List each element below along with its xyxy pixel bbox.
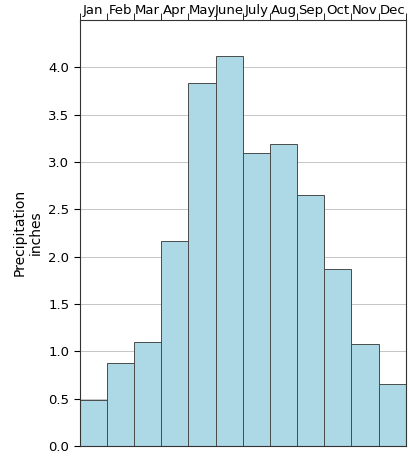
Bar bbox=[134, 342, 161, 446]
Bar bbox=[324, 269, 351, 446]
Bar bbox=[269, 144, 297, 446]
Bar bbox=[188, 83, 215, 446]
Bar bbox=[215, 56, 242, 446]
Bar bbox=[107, 363, 134, 446]
Bar bbox=[297, 195, 324, 446]
Bar bbox=[378, 384, 405, 446]
Bar bbox=[79, 400, 107, 446]
Bar bbox=[161, 241, 188, 446]
Y-axis label: Precipitation
inches: Precipitation inches bbox=[12, 189, 43, 277]
Bar bbox=[242, 153, 269, 446]
Bar bbox=[351, 344, 378, 446]
